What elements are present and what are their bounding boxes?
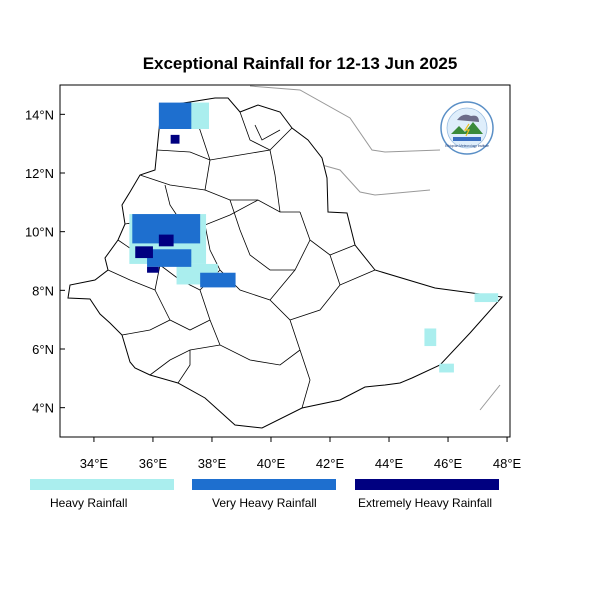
y-tick-label-2: 10°N — [25, 225, 54, 240]
legend-swatch-2 — [355, 479, 499, 490]
x-tick-label-6: 46°E — [434, 456, 463, 471]
rainfall-area-11 — [158, 234, 174, 247]
rainfall-area-6 — [158, 102, 192, 129]
rainfall-area-8 — [200, 272, 236, 288]
legend-label-0: Heavy Rainfall — [50, 496, 128, 510]
ethiopia-outline — [67, 97, 503, 429]
x-tick-label-1: 36°E — [139, 456, 168, 471]
y-tick-label-5: 4°N — [32, 401, 54, 416]
y-tick-label-1: 12°N — [25, 166, 54, 181]
rainfall-area-4 — [474, 293, 499, 303]
institute-logo: Ethiopian Meteorology Institute — [440, 101, 494, 155]
x-tick-label-2: 38°E — [198, 456, 227, 471]
legend-swatch-0 — [30, 479, 174, 490]
y-axis: 14°N 12°N 10°N 8°N 6°N 4°N — [25, 107, 65, 416]
x-tick-label-3: 40°E — [257, 456, 286, 471]
rainfall-area-10 — [135, 246, 153, 259]
rainfall-area-12 — [170, 134, 180, 144]
plot-frame — [59, 84, 511, 438]
rainfall-overlay — [129, 102, 499, 373]
x-tick-label-5: 44°E — [375, 456, 404, 471]
rainfall-area-9 — [147, 249, 192, 267]
x-tick-label-0: 34°E — [80, 456, 109, 471]
y-tick-label-4: 6°N — [32, 342, 54, 357]
map-title: Exceptional Rainfall for 12-13 Jun 2025 — [142, 54, 458, 73]
x-axis: 34°E 36°E 38°E 40°E 42°E 44°E 46°E 48°E — [80, 437, 522, 471]
y-tick-label-3: 8°N — [32, 283, 54, 298]
rainfall-area-3 — [424, 328, 437, 347]
rainfall-area-2 — [188, 102, 210, 129]
svg-text:Ethiopian Meteorology Institut: Ethiopian Meteorology Institute — [445, 144, 489, 148]
x-tick-label-7: 48°E — [493, 456, 522, 471]
legend-swatch-1 — [192, 479, 336, 490]
legend-label-2: Extremely Heavy Rainfall — [358, 496, 493, 510]
y-tick-label-0: 14°N — [25, 107, 54, 122]
legend-label-1: Very Heavy Rainfall — [212, 496, 317, 510]
rainfall-area-5 — [439, 363, 454, 373]
x-tick-label-4: 42°E — [316, 456, 345, 471]
rainfall-area-13 — [147, 266, 159, 273]
